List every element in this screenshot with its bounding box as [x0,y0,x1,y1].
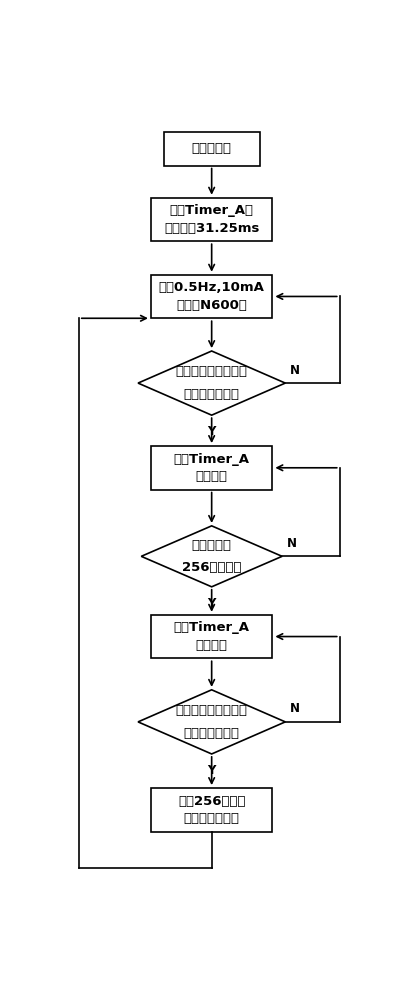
Text: 时周期卢31.25ms: 时周期卢31.25ms [164,222,259,235]
Text: Y: Y [207,425,216,438]
Text: N: N [287,537,297,550]
Text: N: N [290,364,300,377]
Polygon shape [138,690,285,754]
Text: 接收到信号采集器的: 接收到信号采集器的 [176,365,248,378]
FancyBboxPatch shape [151,198,273,241]
Text: 开始采样: 开始采样 [196,470,228,483]
Text: 开始采样命令？: 开始采样命令？ [184,388,240,401]
Polygon shape [138,351,285,415]
FancyBboxPatch shape [151,446,273,490]
Text: 发送256个点数: 发送256个点数 [178,795,245,808]
Text: 据到信号采集器: 据到信号采集器 [184,812,240,825]
Text: 信号到N600线: 信号到N600线 [176,299,247,312]
Text: 输出0.5Hz,10mA: 输出0.5Hz,10mA [159,281,265,294]
Text: 停止Timer_A: 停止Timer_A [173,621,250,634]
FancyBboxPatch shape [151,275,273,318]
Text: 256个数据？: 256个数据？ [182,561,242,574]
Text: 停止采样: 停止采样 [196,639,228,652]
Text: Y: Y [207,764,216,777]
FancyBboxPatch shape [151,788,273,832]
Text: 上电初始化: 上电初始化 [192,142,232,155]
Text: Y: Y [207,597,216,610]
Text: 启动Timer_A: 启动Timer_A [173,453,250,466]
Text: 接收到信号采集器的: 接收到信号采集器的 [176,704,248,717]
Polygon shape [141,526,282,587]
FancyBboxPatch shape [164,132,260,166]
Text: 是否采样到: 是否采样到 [192,539,232,552]
Text: N: N [290,702,300,715]
FancyBboxPatch shape [151,615,273,658]
Text: 设定Timer_A定: 设定Timer_A定 [170,204,254,217]
Text: 读取数据命令？: 读取数据命令？ [184,727,240,740]
